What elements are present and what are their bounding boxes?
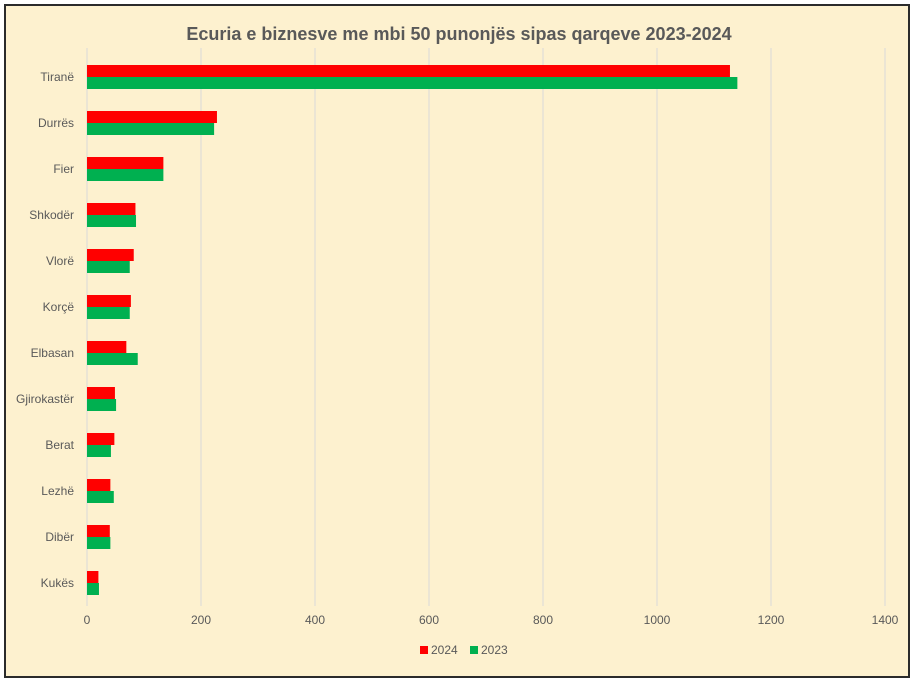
bar-2024: [87, 111, 217, 123]
bar-chart: 0 200 400 600 800 1000 1200 1400 Tiranë Durrës Fie…: [16, 48, 899, 657]
category-label: Korçë: [43, 300, 75, 314]
category-label: Vlorë: [46, 254, 74, 268]
bar-2024: [87, 65, 730, 77]
bar-2024: [87, 203, 136, 215]
legend-label: 2023: [481, 643, 508, 657]
category-label: Kukës: [41, 576, 74, 590]
bar-2023: [87, 169, 164, 181]
chart-frame: Ecuria e biznesve me mbi 50 punonjës sip…: [4, 4, 910, 678]
category-label: Tiranë: [40, 70, 74, 84]
x-tick-label: 0: [84, 613, 91, 627]
category-label: Elbasan: [31, 346, 74, 360]
bar-2023: [87, 123, 215, 135]
bar-2024: [87, 433, 115, 445]
bar-2023: [87, 353, 138, 365]
bar-2024: [87, 571, 99, 583]
bar-2023: [87, 491, 114, 503]
bar-2023: [87, 445, 111, 457]
bar-2024: [87, 479, 111, 491]
category-label: Dibër: [45, 530, 74, 544]
x-tick-label: 1200: [758, 613, 785, 627]
legend-label: 2024: [431, 643, 458, 657]
bar-2023: [87, 537, 111, 549]
legend-swatch-2024: [420, 646, 428, 654]
category-label: Shkodër: [29, 208, 74, 222]
x-tick-label: 800: [533, 613, 553, 627]
bar-2023: [87, 307, 130, 319]
bar-2023: [87, 261, 130, 273]
x-tick-label: 200: [191, 613, 211, 627]
legend-swatch-2023: [470, 646, 478, 654]
bar-2024: [87, 387, 115, 399]
bar-2024: [87, 525, 110, 537]
category-label: Durrës: [38, 116, 74, 130]
x-tick-label: 1000: [644, 613, 671, 627]
category-label: Berat: [45, 438, 74, 452]
category-label: Fier: [53, 162, 74, 176]
bar-2023: [87, 399, 117, 411]
bar-2023: [87, 215, 137, 227]
bar-2024: [87, 341, 127, 353]
x-tick-label: 1400: [872, 613, 899, 627]
bar-2024: [87, 249, 134, 261]
bar-2023: [87, 77, 738, 89]
category-label: Gjirokastër: [16, 392, 74, 406]
bar-2024: [87, 157, 164, 169]
x-tick-label: 600: [419, 613, 439, 627]
category-label: Lezhë: [41, 484, 74, 498]
chart-title: Ecuria e biznesve me mbi 50 punonjës sip…: [186, 24, 732, 44]
bar-2024: [87, 295, 131, 307]
bar-2023: [87, 583, 99, 595]
x-tick-label: 400: [305, 613, 325, 627]
